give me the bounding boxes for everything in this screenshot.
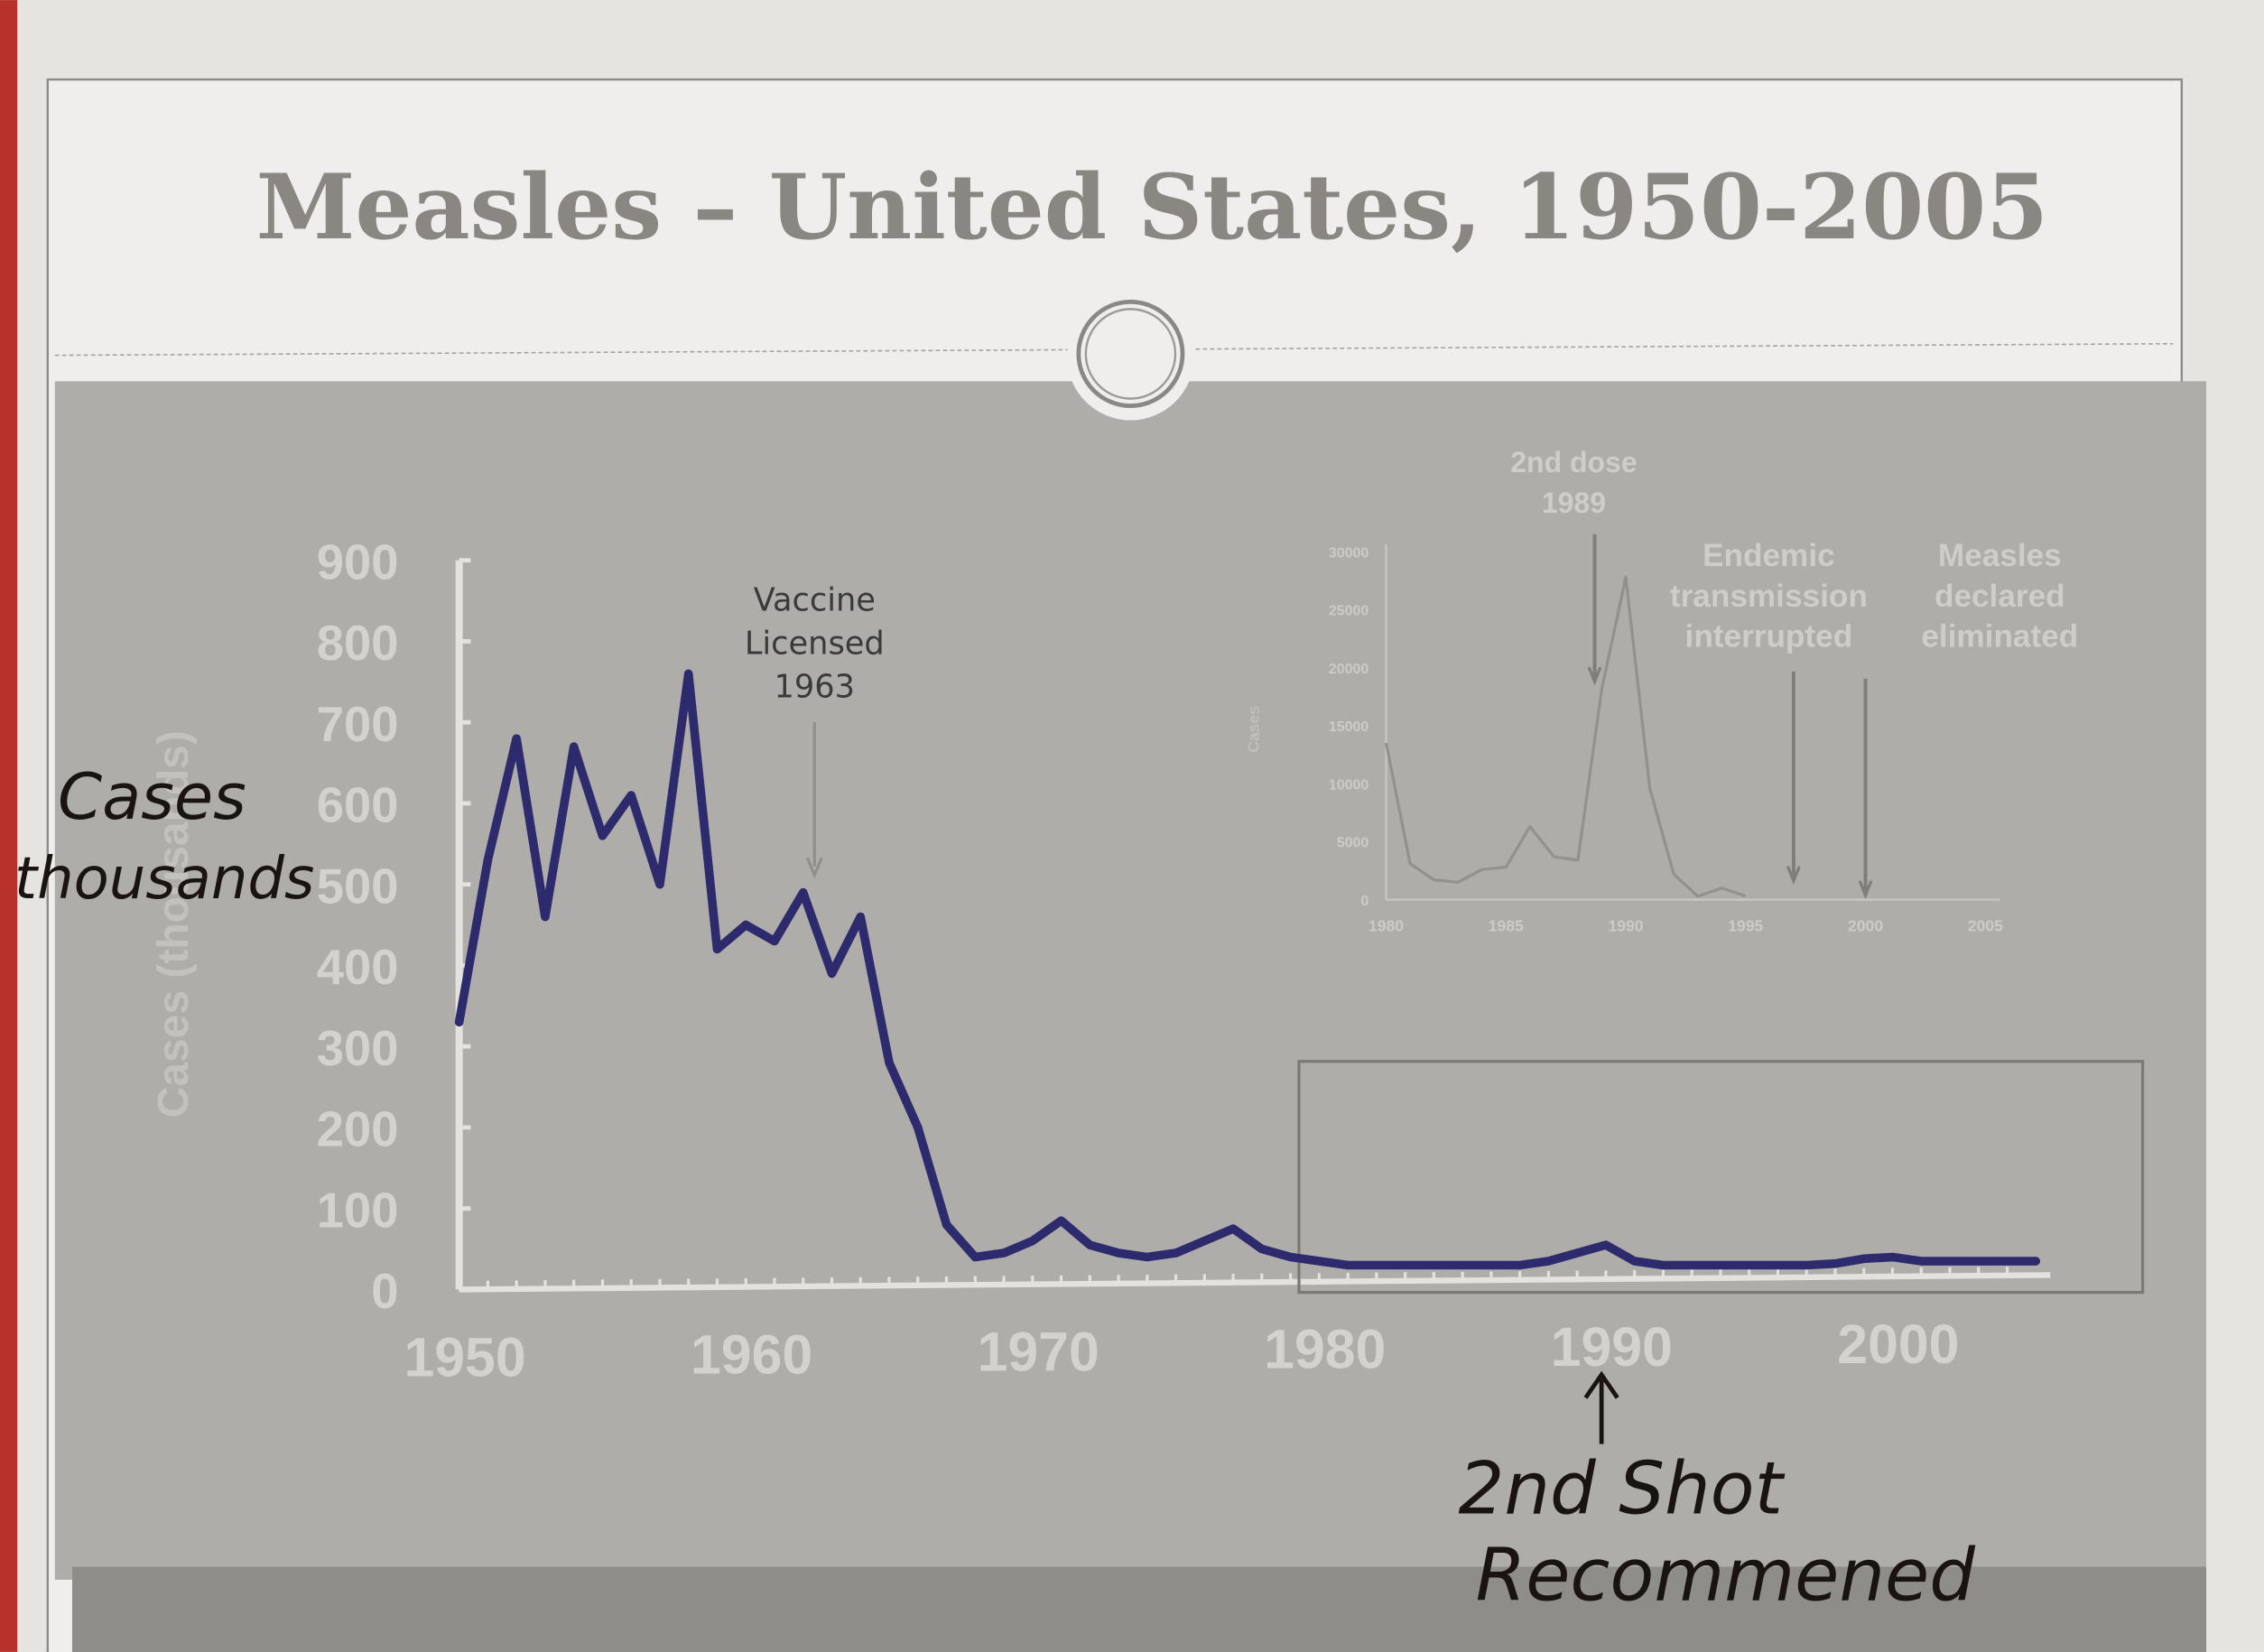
y-tick-label: 400 (317, 940, 399, 995)
header-divider (54, 342, 2174, 357)
x-tick-label: 1950 (404, 1326, 525, 1387)
main-y-axis-label: Cases (thousands) (150, 730, 198, 1118)
inset-y-tick-label: 30000 (1329, 545, 1369, 561)
x-tick-label: 1990 (1551, 1316, 1673, 1378)
inset-annotation-line: transmission (1670, 579, 1868, 614)
handwritten-ylabel-line2: thousands (14, 846, 314, 913)
arrowhead-icon (1587, 666, 1602, 686)
handwritten-note-line2: Recommened (1476, 1533, 1977, 1617)
inset-annotation-line: eliminated (1921, 619, 2078, 654)
y-tick-label: 100 (317, 1183, 399, 1238)
inset-y-tick-label: 5000 (1337, 836, 1369, 851)
y-tick-label: 600 (317, 778, 399, 833)
inset-annotation-line: Endemic (1703, 538, 1835, 573)
ring-icon (1076, 299, 1185, 408)
inset-chart: 0 5000 10000 15000 20000 25000 30000 1980 1985 19… (1245, 446, 2079, 935)
vaccine-annotation-line: 1963 (775, 669, 856, 706)
inset-annotation-line: Measles (1938, 538, 2062, 573)
inset-annotation-line: 1989 (1542, 487, 1606, 519)
inset-y-tick-label: 20000 (1329, 662, 1369, 677)
inset-x-tick-label: 1985 (1489, 917, 1524, 935)
chart-title: Measles – United States, 1950-2005 (256, 155, 2049, 260)
y-tick-label: 700 (317, 697, 399, 752)
ring-inner (1084, 308, 1177, 400)
inset-annotation-line: declared (1935, 579, 2065, 614)
y-tick-label: 300 (317, 1021, 399, 1076)
inset-x-tick-label: 2005 (1968, 917, 2003, 935)
inset-annotation-line: 2nd dose (1510, 446, 1637, 478)
arrowhead-icon (1858, 880, 1873, 900)
red-edge (0, 0, 18, 1652)
x-axis (459, 1272, 2051, 1293)
cases-line (454, 669, 2041, 1270)
handwritten-note-line1: 2nd Shot (1458, 1446, 1785, 1530)
inset-y-tick-label: 25000 (1329, 604, 1369, 619)
inset-x-tick-label: 1995 (1728, 917, 1763, 935)
x-tick-label: 1960 (691, 1324, 812, 1386)
main-chart: 0 100 200 300 400 500 600 700 800 900 1950 1960 1970… (317, 534, 2145, 1387)
inset-annotation-line: interrupted (1685, 619, 1853, 654)
inset-x-tick-label: 1980 (1369, 917, 1404, 935)
vaccine-annotation-line: Licensed (745, 626, 885, 663)
handwritten-ylabel-line1: Cases (58, 760, 246, 834)
inset-y-tick-label: 10000 (1329, 777, 1369, 793)
x-tick-label: 1970 (978, 1322, 1100, 1383)
arrowhead-icon (805, 857, 823, 879)
inset-y-tick-label: 0 (1360, 894, 1369, 909)
inset-y-axis-label: Cases (1245, 706, 1263, 753)
inset-x-tick-label: 2000 (1848, 917, 1883, 935)
notch (1067, 292, 1194, 421)
inset-cases-line (1384, 575, 1747, 898)
x-tick-label: 2000 (1837, 1313, 1959, 1375)
vaccine-annotation-line: Vaccine (754, 582, 876, 619)
y-tick-label: 800 (317, 616, 399, 671)
footer-band (71, 1566, 2207, 1652)
y-tick-label: 900 (317, 534, 399, 589)
y-tick-label: 500 (317, 858, 399, 914)
x-tick-label: 1980 (1264, 1319, 1386, 1380)
zoom-highlight-box (1297, 1060, 2145, 1295)
chart-panel (54, 381, 2207, 1580)
y-tick-label: 200 (317, 1102, 399, 1157)
inset-y-tick-label: 15000 (1329, 719, 1369, 735)
inset-x-tick-label: 1990 (1608, 917, 1643, 935)
y-tick-label: 0 (371, 1264, 398, 1319)
arrowhead-icon (1786, 866, 1801, 886)
handwritten-up-arrow-icon (1583, 1370, 1619, 1444)
hand-arrow-head (1583, 1370, 1619, 1399)
